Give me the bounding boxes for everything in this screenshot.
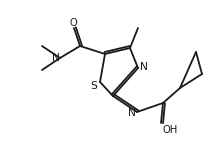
Text: N: N bbox=[128, 108, 136, 118]
Text: S: S bbox=[91, 81, 97, 91]
Text: N: N bbox=[140, 62, 148, 72]
Text: O: O bbox=[69, 18, 77, 28]
Text: N: N bbox=[52, 53, 60, 63]
Text: OH: OH bbox=[162, 125, 178, 135]
